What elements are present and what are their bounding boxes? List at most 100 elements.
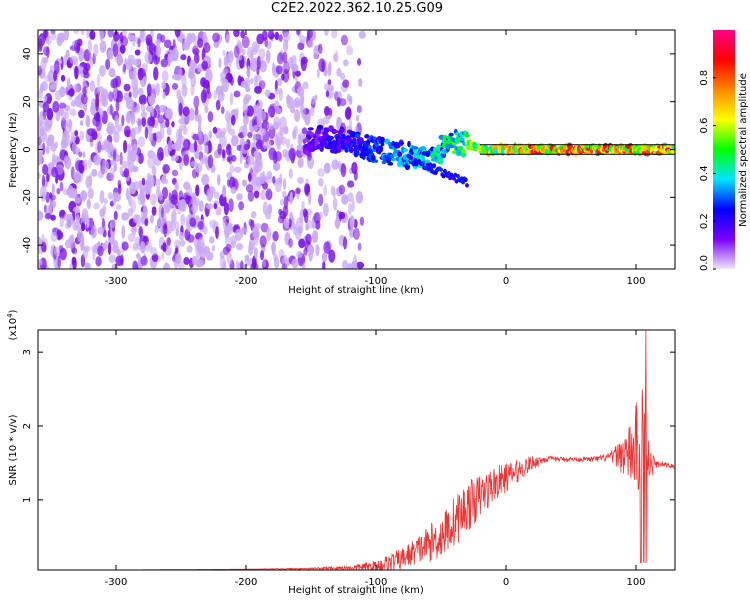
noise-blob	[162, 242, 167, 253]
noise-blob	[138, 225, 144, 238]
noise-blob	[93, 43, 99, 57]
noise-blob	[202, 31, 207, 44]
noise-blob	[277, 215, 284, 224]
noise-blob	[167, 53, 172, 67]
noise-blob	[250, 172, 258, 185]
noise-blob	[190, 197, 197, 206]
noise-blob	[175, 227, 179, 237]
noise-blob	[331, 30, 338, 39]
noise-blob	[283, 38, 289, 52]
noise-blob	[338, 98, 347, 107]
noise-blob	[140, 103, 146, 113]
noise-blob	[226, 171, 233, 179]
noise-blob	[278, 34, 283, 42]
noise-blob	[258, 80, 266, 90]
noise-blob	[38, 113, 44, 126]
noise-blob	[215, 226, 219, 240]
noise-blob	[82, 159, 88, 167]
noise-blob	[241, 36, 250, 49]
noise-blob	[253, 150, 259, 158]
signal-blob	[354, 133, 361, 139]
noise-blob	[322, 116, 330, 125]
snr-line	[38, 330, 675, 570]
noise-blob	[148, 132, 153, 142]
noise-blob	[198, 200, 204, 212]
noise-blob	[149, 214, 154, 224]
signal-blob	[374, 159, 379, 163]
noise-blob	[160, 34, 166, 43]
noise-blob	[166, 127, 172, 136]
noise-blob	[125, 96, 133, 106]
noise-blob	[209, 219, 217, 229]
noise-blob	[240, 260, 244, 269]
noise-blob	[228, 74, 233, 84]
noise-blob	[351, 161, 358, 175]
noise-blob	[226, 178, 231, 188]
signal-blob	[463, 133, 470, 138]
noise-blob	[95, 256, 102, 267]
noise-blob	[230, 135, 239, 147]
noise-blob	[289, 56, 293, 68]
noise-blob	[119, 166, 124, 175]
noise-blob	[174, 221, 180, 230]
signal-blob	[671, 144, 675, 149]
noise-blob	[50, 64, 54, 74]
noise-blob	[291, 258, 299, 269]
noise-blob	[140, 255, 148, 266]
x-tick-label: 0	[503, 276, 509, 287]
noise-blob	[194, 114, 199, 122]
signal-blob	[338, 128, 345, 133]
noise-blob	[324, 105, 330, 116]
noise-blob	[131, 143, 138, 155]
noise-blob	[342, 59, 349, 67]
noise-blob	[38, 65, 43, 76]
noise-blob	[247, 155, 255, 166]
noise-blob	[296, 86, 305, 97]
noise-blob	[183, 257, 190, 266]
noise-blob	[258, 48, 266, 60]
noise-blob	[282, 178, 287, 190]
noise-blob	[278, 87, 283, 102]
noise-blob	[132, 165, 139, 173]
noise-blob	[161, 70, 169, 83]
noise-blob	[60, 74, 66, 82]
noise-blob	[252, 47, 258, 56]
noise-blob	[197, 220, 204, 230]
noise-blob	[182, 126, 188, 136]
noise-blob	[172, 154, 179, 162]
noise-blob	[219, 131, 226, 138]
signal-blob	[411, 146, 419, 150]
noise-blob	[331, 159, 339, 170]
noise-blob	[74, 95, 83, 108]
noise-blob	[202, 155, 208, 164]
x-tick-label: -200	[235, 577, 258, 588]
noise-blob	[127, 58, 133, 67]
noise-blob	[282, 190, 287, 198]
noise-blob	[260, 189, 266, 201]
noise-blob	[230, 240, 236, 249]
noise-blob	[162, 164, 170, 174]
noise-blob	[109, 104, 113, 116]
noise-blob	[356, 114, 360, 122]
noise-blob	[154, 225, 159, 234]
noise-blob	[278, 208, 283, 216]
noise-blob	[39, 129, 48, 143]
noise-blob	[164, 246, 172, 256]
noise-blob	[357, 58, 362, 66]
noise-blob	[112, 191, 117, 206]
noise-blob	[171, 74, 179, 81]
signal-blob	[436, 157, 444, 165]
noise-blob	[107, 192, 113, 200]
noise-blob	[99, 208, 105, 217]
noise-blob	[195, 258, 204, 268]
noise-blob	[123, 83, 131, 92]
y-tick-label: 1	[22, 497, 33, 503]
colorbar-tick-label: 0.6	[699, 118, 710, 134]
noise-blob	[307, 40, 314, 48]
noise-blob	[150, 84, 157, 97]
noise-blob	[245, 184, 254, 193]
noise-blob	[51, 151, 56, 166]
noise-blob	[145, 34, 153, 46]
noise-blob	[268, 30, 274, 41]
noise-blob	[288, 168, 293, 179]
